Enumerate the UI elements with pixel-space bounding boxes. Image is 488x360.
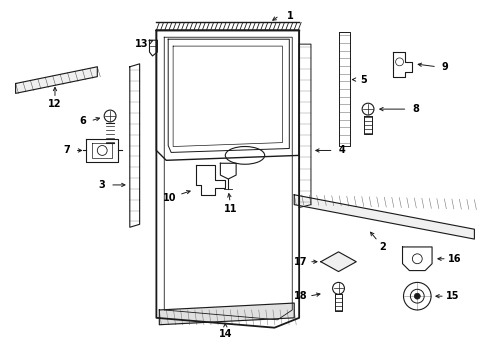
- Text: 14: 14: [218, 329, 232, 339]
- Polygon shape: [320, 252, 356, 271]
- Circle shape: [413, 293, 419, 299]
- Text: 17: 17: [294, 257, 307, 267]
- Polygon shape: [16, 67, 97, 93]
- Text: 16: 16: [447, 254, 461, 264]
- Text: 8: 8: [411, 104, 418, 114]
- Text: 1: 1: [286, 10, 293, 21]
- Text: 4: 4: [338, 145, 345, 156]
- Text: 15: 15: [445, 291, 459, 301]
- Text: 9: 9: [441, 62, 447, 72]
- Polygon shape: [159, 303, 294, 325]
- Text: 3: 3: [99, 180, 105, 190]
- Text: 11: 11: [223, 203, 237, 213]
- Text: 12: 12: [48, 99, 61, 109]
- Text: 2: 2: [379, 242, 386, 252]
- Text: 18: 18: [294, 291, 307, 301]
- Text: 13: 13: [135, 39, 148, 49]
- Polygon shape: [294, 195, 473, 239]
- Text: 5: 5: [359, 75, 366, 85]
- Text: 10: 10: [163, 193, 177, 203]
- Text: 7: 7: [63, 145, 70, 156]
- Text: 6: 6: [79, 116, 86, 126]
